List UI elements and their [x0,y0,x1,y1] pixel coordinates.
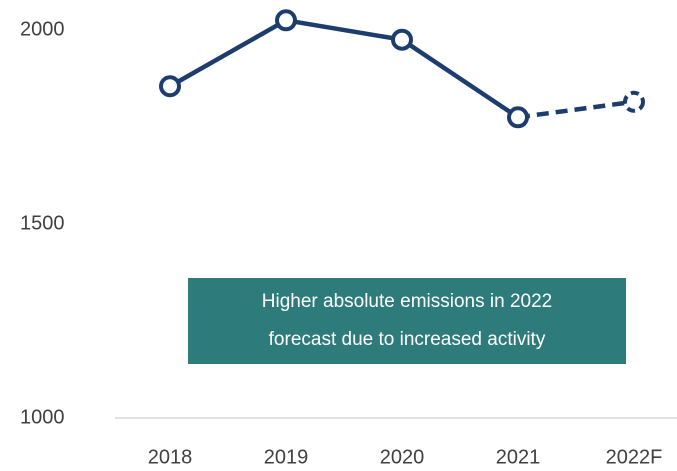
x-tick-label: 2019 [264,446,309,468]
line-forecast [517,99,635,120]
y-tick-label: 2000 [20,18,65,40]
x-tick-label: 2018 [148,446,193,468]
line [168,18,520,120]
x-tick-label: 2020 [380,446,425,468]
marker [391,28,413,51]
marker [623,90,645,113]
y-tick-label: 1000 [20,406,65,428]
x-tick-label: 2021 [496,446,541,468]
marker [159,75,181,98]
marker [275,9,297,32]
annotation-text: Higher absolute emissions in 2022 [262,291,552,312]
annotation-box [188,278,626,364]
marker [507,106,529,129]
annotation-text: forecast due to increased activity [269,329,546,350]
y-tick-label: 1500 [20,212,65,234]
x-tick-label: 2022F [606,446,663,468]
